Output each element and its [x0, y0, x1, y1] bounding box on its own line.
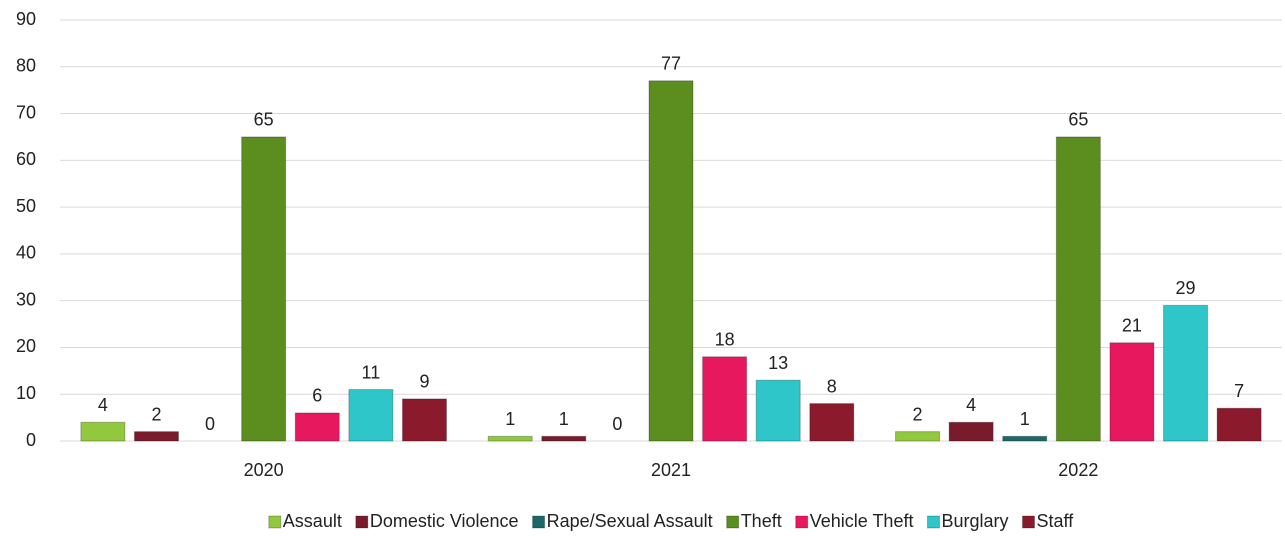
y-tick-label: 80: [16, 56, 36, 76]
data-label: 4: [966, 395, 976, 415]
bar: [348, 389, 394, 442]
data-label: 11: [362, 362, 381, 382]
data-label: 2: [913, 404, 923, 424]
legend-swatch: [795, 515, 809, 529]
x-tick-label: 2022: [1058, 460, 1098, 480]
bar: [1109, 342, 1155, 442]
data-label: 77: [661, 54, 681, 74]
data-label: 7: [1234, 381, 1244, 401]
x-tick-label: 2020: [244, 460, 284, 480]
data-label: 18: [715, 330, 735, 350]
legend-swatch: [355, 515, 369, 529]
y-tick-label: 40: [16, 243, 36, 263]
legend-swatch: [926, 515, 940, 529]
bar: [1163, 304, 1209, 442]
bar: [1055, 136, 1101, 442]
bar: [133, 431, 179, 442]
data-label: 13: [768, 353, 788, 373]
data-label: 9: [419, 372, 429, 392]
y-tick-label: 20: [16, 336, 36, 356]
bar: [487, 435, 533, 442]
data-label: 4: [98, 395, 108, 415]
legend: Assault Domestic Violence Rape/Sexual Assa…: [268, 511, 1075, 531]
bar: [1002, 435, 1048, 442]
y-tick-label: 30: [16, 289, 36, 309]
data-label: 0: [612, 414, 622, 434]
legend-label: Burglary: [941, 511, 1008, 531]
x-tick-label: 2021: [651, 460, 691, 480]
data-label: 65: [254, 110, 274, 130]
bar: [948, 421, 994, 442]
data-label: 2: [151, 404, 161, 424]
bar: [1216, 407, 1262, 442]
data-label: 1: [505, 409, 515, 429]
legend-label: Theft: [741, 511, 782, 531]
y-tick-label: 60: [16, 149, 36, 169]
legend-swatch: [532, 515, 546, 529]
bar: [755, 379, 801, 442]
data-label: 29: [1176, 278, 1196, 298]
bar: [702, 356, 748, 442]
bar: [401, 398, 447, 442]
legend-swatch: [268, 515, 282, 529]
y-tick-label: 70: [16, 102, 36, 122]
bar: [294, 412, 340, 442]
bar: [241, 136, 287, 442]
legend-swatch: [1022, 515, 1035, 529]
data-label: 1: [1020, 409, 1030, 429]
y-tick-label: 0: [26, 430, 36, 450]
y-tick-label: 50: [16, 196, 36, 216]
bar: [541, 435, 587, 442]
bar: [648, 80, 694, 442]
data-label: 21: [1122, 316, 1142, 336]
data-label: 8: [827, 376, 837, 396]
data-label: 6: [312, 386, 322, 406]
legend-label: Assault: [283, 511, 342, 531]
y-tick-label: 10: [16, 383, 36, 403]
data-label: 0: [205, 414, 215, 434]
legend-label: Rape/Sexual Assault: [547, 511, 713, 531]
bar: [895, 431, 941, 442]
data-label: 1: [559, 409, 569, 429]
bar: [809, 403, 855, 442]
legend-label: Staff: [1037, 511, 1075, 531]
bar: [80, 421, 126, 442]
data-label: 65: [1068, 110, 1088, 130]
y-tick-label: 90: [16, 9, 36, 29]
legend-label: Domestic Violence: [370, 511, 519, 531]
legend-swatch: [726, 515, 740, 529]
legend-label: Vehicle Theft: [810, 511, 914, 531]
